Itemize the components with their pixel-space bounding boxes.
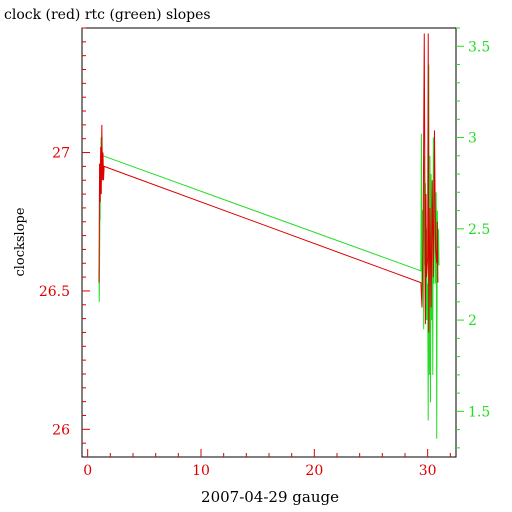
x-tick-label: 30 xyxy=(419,463,437,479)
y-right-tick-label: 2.5 xyxy=(468,222,490,238)
axes-layer: 0 10 20 30 26 26.5 27 1.5 2 2.5 3 3.5 xyxy=(39,27,490,479)
chart-title: clock (red) rtc (green) slopes xyxy=(4,7,211,23)
series-line-clock xyxy=(98,33,439,333)
x-tick-label: 10 xyxy=(192,463,210,479)
series-line-rtc xyxy=(98,64,440,439)
y-left-tick-label: 27 xyxy=(52,146,70,162)
plot-frame xyxy=(81,27,457,458)
series-layer xyxy=(98,33,440,439)
x-axis-label: 2007-04-29 gauge xyxy=(201,488,339,506)
x-tick-label: 0 xyxy=(83,463,92,479)
y-right-tick-label: 3 xyxy=(468,131,477,147)
y-right-tick-label: 2 xyxy=(468,313,477,329)
y-right-tick-label: 3.5 xyxy=(468,39,490,55)
y-left-tick-label: 26 xyxy=(52,422,70,438)
y-right-tick-label: 1.5 xyxy=(468,404,490,420)
y-axis-label: clockslope xyxy=(13,207,28,276)
y-left-tick-label: 26.5 xyxy=(39,284,70,300)
x-tick-label: 20 xyxy=(305,463,323,479)
